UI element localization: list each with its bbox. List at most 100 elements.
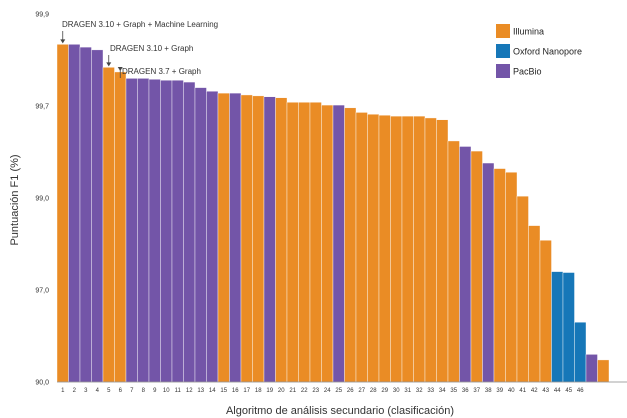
bar bbox=[194, 87, 207, 383]
bar bbox=[574, 322, 587, 383]
bar bbox=[79, 46, 92, 383]
x-tick-label: 39 bbox=[496, 388, 503, 394]
x-tick-label: 37 bbox=[473, 388, 480, 394]
bar bbox=[137, 78, 150, 383]
x-tick-label: 23 bbox=[312, 388, 319, 394]
x-tick-label: 35 bbox=[450, 388, 457, 394]
x-tick-label: 6 bbox=[119, 388, 123, 394]
bar bbox=[378, 114, 391, 383]
y-tick-label: 99,7 bbox=[35, 104, 49, 111]
bar bbox=[447, 140, 460, 383]
x-tick-label: 9 bbox=[153, 388, 157, 394]
x-tick-label: 1 bbox=[61, 388, 65, 394]
bar bbox=[367, 114, 380, 383]
x-tick-label: 45 bbox=[565, 388, 572, 394]
x-tick-label: 12 bbox=[186, 388, 193, 394]
x-tick-label: 16 bbox=[232, 388, 239, 394]
x-tick-label: 18 bbox=[255, 388, 262, 394]
bar bbox=[332, 104, 345, 383]
y-tick-label: 99,9 bbox=[35, 12, 49, 19]
x-tick-label: 11 bbox=[175, 388, 182, 394]
x-tick-label: 21 bbox=[289, 388, 296, 394]
annotations-group: DRAGEN 3.10 + Graph + Machine Learning DR… bbox=[60, 20, 218, 78]
legend-swatch bbox=[496, 44, 510, 58]
x-tick-label: 32 bbox=[416, 388, 423, 394]
x-tick-label: 10 bbox=[163, 388, 170, 394]
x-tick-label: 34 bbox=[439, 388, 446, 394]
x-tick-label: 22 bbox=[301, 388, 308, 394]
bar bbox=[125, 78, 138, 383]
bar bbox=[482, 162, 495, 383]
bar bbox=[424, 117, 437, 383]
y-tick-label: 99,0 bbox=[35, 196, 49, 203]
legend-label: PacBio bbox=[513, 67, 542, 77]
bar bbox=[252, 95, 265, 383]
x-tick-label: 26 bbox=[347, 388, 354, 394]
bar bbox=[562, 272, 575, 383]
bar bbox=[91, 49, 104, 383]
x-tick-label: 5 bbox=[107, 388, 111, 394]
x-tick-label: 36 bbox=[462, 388, 469, 394]
x-tick-label: 43 bbox=[542, 388, 549, 394]
x-tick-label: 4 bbox=[96, 388, 100, 394]
bar bbox=[344, 107, 357, 383]
legend-swatch bbox=[496, 64, 510, 78]
bar bbox=[459, 146, 472, 383]
bar bbox=[298, 102, 311, 383]
annotation-arrowhead bbox=[60, 39, 66, 44]
x-tick-label: 28 bbox=[370, 388, 377, 394]
x-tick-label: 31 bbox=[404, 388, 411, 394]
bar bbox=[309, 102, 322, 383]
bar bbox=[229, 92, 242, 383]
bar bbox=[516, 195, 529, 383]
bar bbox=[240, 94, 253, 383]
x-tick-label: 2 bbox=[73, 388, 77, 394]
bar bbox=[585, 354, 598, 383]
y-tick-labels: 99,9 99,7 99,0 97,0 90,0 bbox=[35, 12, 49, 387]
bars-group bbox=[56, 44, 610, 383]
bar bbox=[263, 96, 276, 383]
x-tick-label: 8 bbox=[142, 388, 146, 394]
x-tick-label: 3 bbox=[84, 388, 88, 394]
bar bbox=[413, 115, 426, 383]
legend-swatch bbox=[496, 24, 510, 38]
bar bbox=[355, 112, 368, 383]
x-tick-label: 13 bbox=[197, 388, 204, 394]
bar bbox=[171, 80, 184, 383]
x-tick-label: 33 bbox=[427, 388, 434, 394]
bar bbox=[206, 91, 219, 383]
annotation-arrowhead bbox=[106, 62, 112, 67]
x-tick-label: 42 bbox=[531, 388, 538, 394]
bar bbox=[148, 79, 161, 383]
x-tick-label: 15 bbox=[220, 388, 227, 394]
x-tick-label: 27 bbox=[358, 388, 365, 394]
y-tick-label: 90,0 bbox=[35, 380, 49, 387]
bar bbox=[160, 80, 173, 383]
bar bbox=[390, 115, 403, 383]
bar bbox=[217, 92, 230, 383]
bar bbox=[286, 102, 299, 383]
annotation-arrowhead bbox=[117, 66, 123, 71]
bar bbox=[436, 119, 449, 383]
x-tick-labels: 1 2 3 4 5 6 7 8 9 10 11 12 13 14 15 16 17 18 19 20 21 22 23 24 2… bbox=[61, 388, 584, 394]
legend-label: Illumina bbox=[513, 27, 544, 37]
x-tick-label: 44 bbox=[554, 388, 561, 394]
x-tick-label: 14 bbox=[209, 388, 216, 394]
x-tick-label: 30 bbox=[393, 388, 400, 394]
y-tick-label: 97,0 bbox=[35, 288, 49, 295]
y-axis-title: Puntuación F1 (%) bbox=[9, 154, 21, 245]
bar bbox=[505, 172, 518, 383]
bar bbox=[401, 115, 414, 383]
legend: Illumina Oxford Nanopore PacBio bbox=[496, 24, 582, 78]
x-tick-label: 40 bbox=[508, 388, 515, 394]
x-tick-label: 19 bbox=[266, 388, 273, 394]
x-tick-label: 29 bbox=[381, 388, 388, 394]
bar bbox=[56, 44, 69, 383]
x-tick-label: 41 bbox=[519, 388, 526, 394]
bar bbox=[183, 81, 196, 383]
bar bbox=[539, 240, 552, 383]
bar bbox=[321, 104, 334, 383]
x-tick-label: 17 bbox=[243, 388, 250, 394]
bar bbox=[470, 150, 483, 383]
